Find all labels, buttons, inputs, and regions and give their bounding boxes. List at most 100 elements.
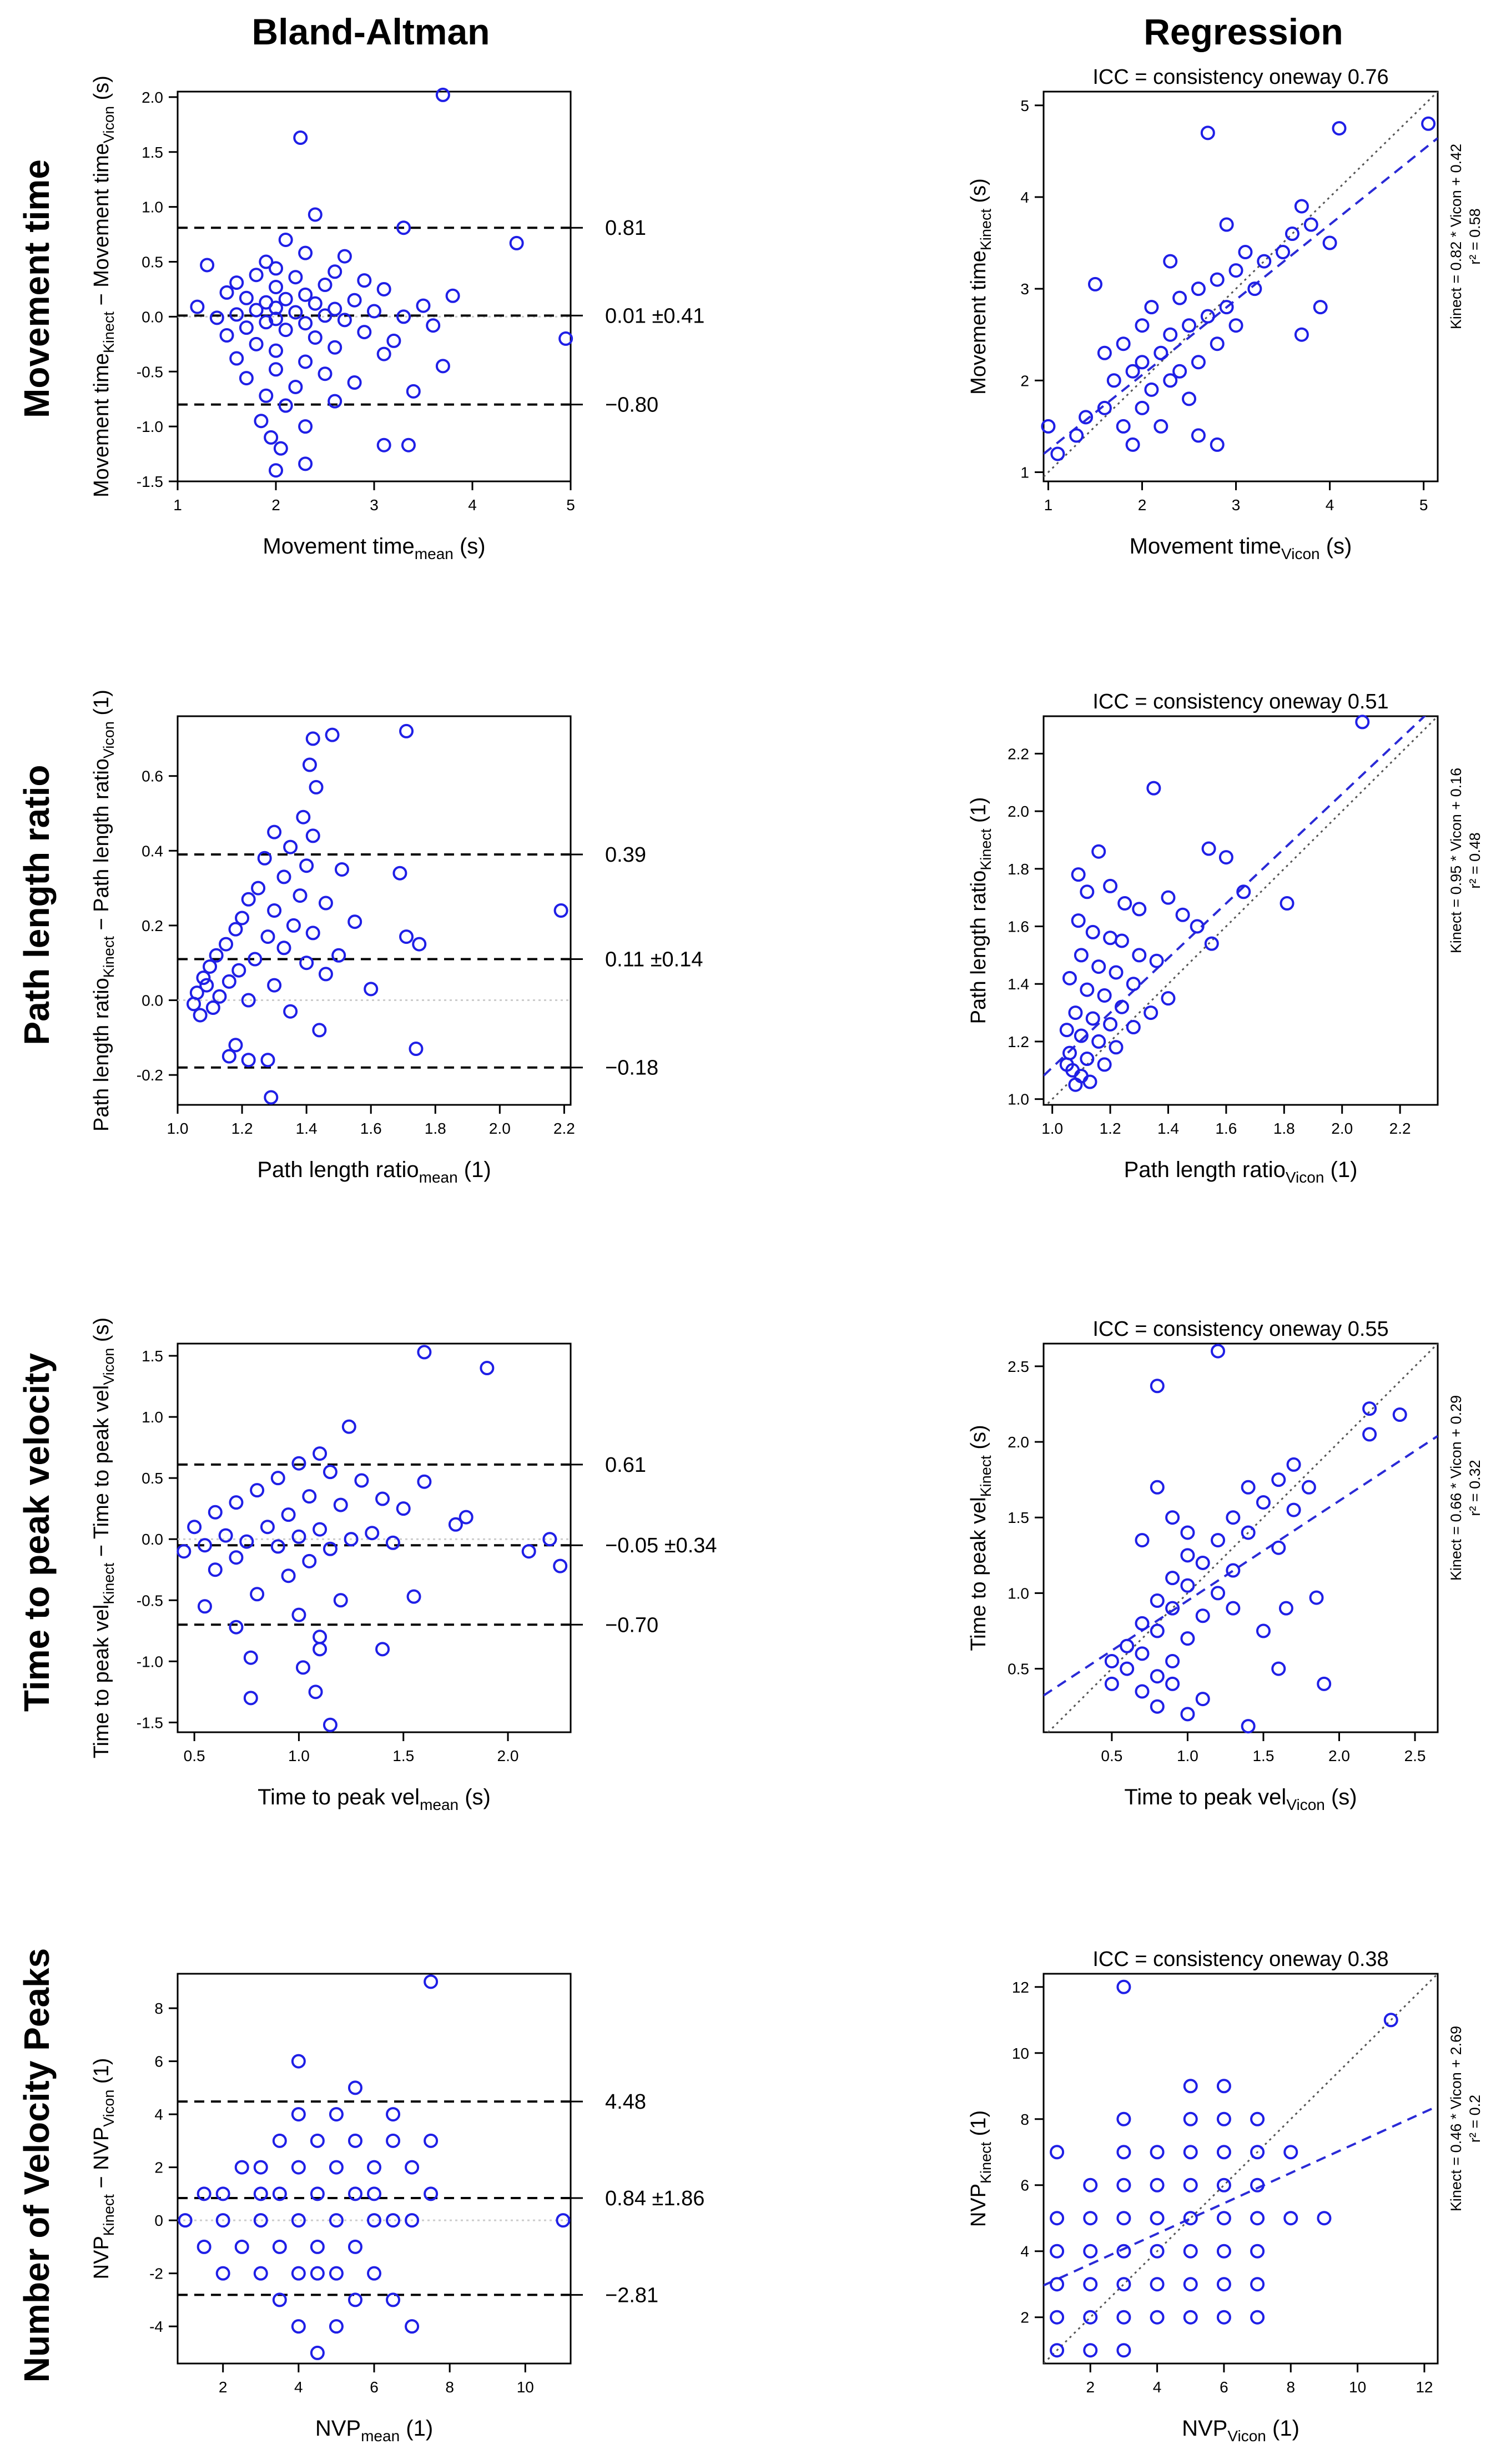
data-point [299, 858, 314, 873]
data-point [1250, 2244, 1265, 2259]
data-point [1104, 1653, 1119, 1668]
data-point [1126, 977, 1141, 992]
y-label-subscript2: Vicon [100, 2090, 117, 2127]
y-label-part1: NVP [90, 2236, 113, 2279]
data-point [1071, 867, 1086, 882]
data-point [399, 929, 414, 944]
y-tick-label: 0.5 [142, 254, 163, 271]
data-point [313, 1630, 328, 1645]
data-point [1154, 345, 1168, 360]
y-tick-label: 0.0 [142, 992, 163, 1009]
data-point [229, 307, 244, 322]
data-point [1183, 2145, 1198, 2160]
data-point [417, 1474, 432, 1489]
data-point [1250, 2310, 1265, 2325]
x-tick-label: 2 [219, 2378, 228, 2396]
data-point [1183, 2244, 1198, 2259]
y-label-subscript1: Kinect [100, 2194, 117, 2236]
data-point [253, 2186, 268, 2201]
data-point [269, 343, 283, 358]
data-point [1116, 2277, 1131, 2292]
data-point [1125, 437, 1140, 452]
data-point [392, 866, 407, 881]
y-label-subscript: Kinect [978, 1455, 994, 1497]
data-point [406, 384, 421, 399]
data-point [1116, 336, 1131, 351]
x-tick-label: 2.0 [1328, 1747, 1350, 1764]
data-point [347, 293, 362, 308]
data-point [1250, 2211, 1265, 2226]
y-label-unit: (1) [967, 2110, 990, 2142]
data-point [1332, 121, 1347, 136]
data-point [1135, 355, 1150, 370]
x-tick-label: 2.2 [1389, 1120, 1411, 1137]
data-point [1183, 2178, 1198, 2193]
data-point [259, 315, 274, 330]
data-point [1083, 2277, 1098, 2292]
x-tick-label: 1.0 [167, 1120, 189, 1137]
y-tick-label: 2.0 [142, 89, 163, 106]
icc-label: ICC = consistency oneway 0.76 [1092, 66, 1388, 89]
data-point [1103, 878, 1118, 893]
data-point [1097, 345, 1112, 360]
y-tick-label: -0.5 [137, 363, 163, 380]
r-squared-label: r² = 0.2 [1467, 2095, 1483, 2143]
data-point [254, 414, 269, 429]
data-point [1120, 1661, 1135, 1676]
data-point [1149, 953, 1164, 968]
data-point [264, 1090, 279, 1105]
x-label-unit: (1) [458, 1158, 491, 1182]
y-tick-label: 0.5 [142, 1470, 163, 1487]
data-point [310, 2186, 325, 2201]
data-point [1069, 428, 1084, 443]
data-point [1219, 300, 1234, 315]
data-point [1241, 1480, 1256, 1495]
row-3: Time to peak velocity 0.5 1.0 1.5 2.0 -1.5 -1.… [17, 1318, 1483, 1813]
x-label-subscript: mean [419, 1169, 458, 1186]
x-tick-label: 1.5 [392, 1747, 414, 1764]
x-tick-label: 2.0 [489, 1120, 511, 1137]
data-point [1135, 1684, 1150, 1699]
data-point [219, 285, 234, 300]
data-point [305, 731, 320, 746]
data-point [376, 438, 391, 452]
data-point [1074, 1069, 1089, 1084]
data-point [1200, 125, 1215, 140]
y-tick-label: 4 [1020, 2243, 1029, 2260]
y-label-unit: (s) [90, 1318, 113, 1348]
data-point [1135, 400, 1150, 415]
data-point [1116, 2343, 1131, 2358]
row-title: Number of Velocity Peaks [17, 1948, 57, 2383]
data-point [310, 2345, 325, 2360]
data-point [1250, 2145, 1265, 2160]
x-tick-label: 2 [1138, 496, 1147, 514]
data-point [1114, 999, 1129, 1014]
data-point [333, 1593, 348, 1608]
y-tick-label: 0.0 [142, 308, 163, 325]
y-tick-label: 2.0 [1008, 803, 1029, 820]
x-axis-label: Path length ratiomean (1) [257, 1158, 491, 1186]
data-point [272, 2186, 287, 2201]
y-label-main: NVP [967, 2184, 990, 2227]
data-point [347, 375, 362, 390]
y-tick-label: 8 [154, 2000, 163, 2017]
data-point [1271, 1661, 1286, 1676]
data-point [1116, 419, 1131, 434]
y-tick-label: 4 [154, 2106, 163, 2123]
x-tick-label: 1 [1044, 496, 1053, 514]
y-label-subscript2: Vicon [100, 106, 117, 143]
data-point [1150, 1379, 1165, 1394]
data-point [1317, 1676, 1332, 1691]
regression-line [1044, 2105, 1438, 2287]
data-point [239, 290, 254, 305]
data-point [219, 328, 234, 343]
data-point [386, 2213, 401, 2228]
data-point [288, 379, 303, 394]
data-point [1228, 318, 1243, 333]
y-tick-label: 5 [1020, 97, 1029, 114]
data-point [542, 1532, 557, 1547]
data-point [1163, 254, 1178, 269]
data-point [1303, 217, 1318, 232]
y-tick-label: 1.5 [1008, 1509, 1029, 1526]
